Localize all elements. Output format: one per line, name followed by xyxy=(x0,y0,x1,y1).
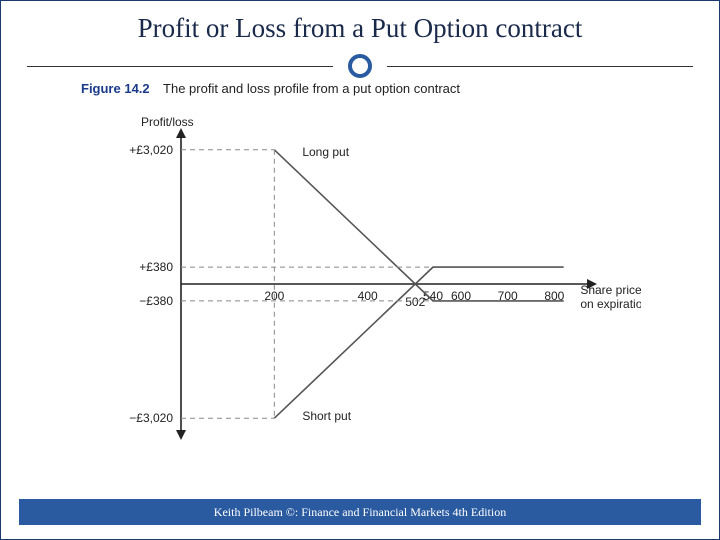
svg-text:Profit/loss: Profit/loss xyxy=(141,115,194,129)
slide-frame: Profit or Loss from a Put Option contrac… xyxy=(0,0,720,540)
svg-text:Share price: Share price xyxy=(580,283,641,297)
svg-text:−£380: −£380 xyxy=(139,294,173,308)
figure-caption-text: The profit and loss profile from a put o… xyxy=(163,81,460,96)
svg-text:−£3,020: −£3,020 xyxy=(129,411,173,425)
figure-caption: Figure 14.2 The profit and loss profile … xyxy=(81,81,641,96)
svg-text:+£3,020: +£3,020 xyxy=(129,143,173,157)
ring-icon xyxy=(348,54,372,78)
svg-text:Long put: Long put xyxy=(302,145,349,159)
footer-text: Keith Pilbeam ©: Finance and Financial M… xyxy=(214,505,506,519)
svg-text:+£380: +£380 xyxy=(139,260,173,274)
title-area: Profit or Loss from a Put Option contrac… xyxy=(1,1,719,78)
svg-text:Short put: Short put xyxy=(302,409,351,423)
title-divider xyxy=(1,54,719,78)
figure-number: Figure 14.2 xyxy=(81,81,150,96)
footer-bar: Keith Pilbeam ©: Finance and Financial M… xyxy=(19,499,701,525)
svg-text:on expiration: on expiration xyxy=(580,297,641,311)
put-option-chart: Profit/loss+£3,020+£380−£380−£3,02020040… xyxy=(81,104,641,464)
page-title: Profit or Loss from a Put Option contrac… xyxy=(1,13,719,54)
figure-area: Figure 14.2 The profit and loss profile … xyxy=(81,81,641,481)
